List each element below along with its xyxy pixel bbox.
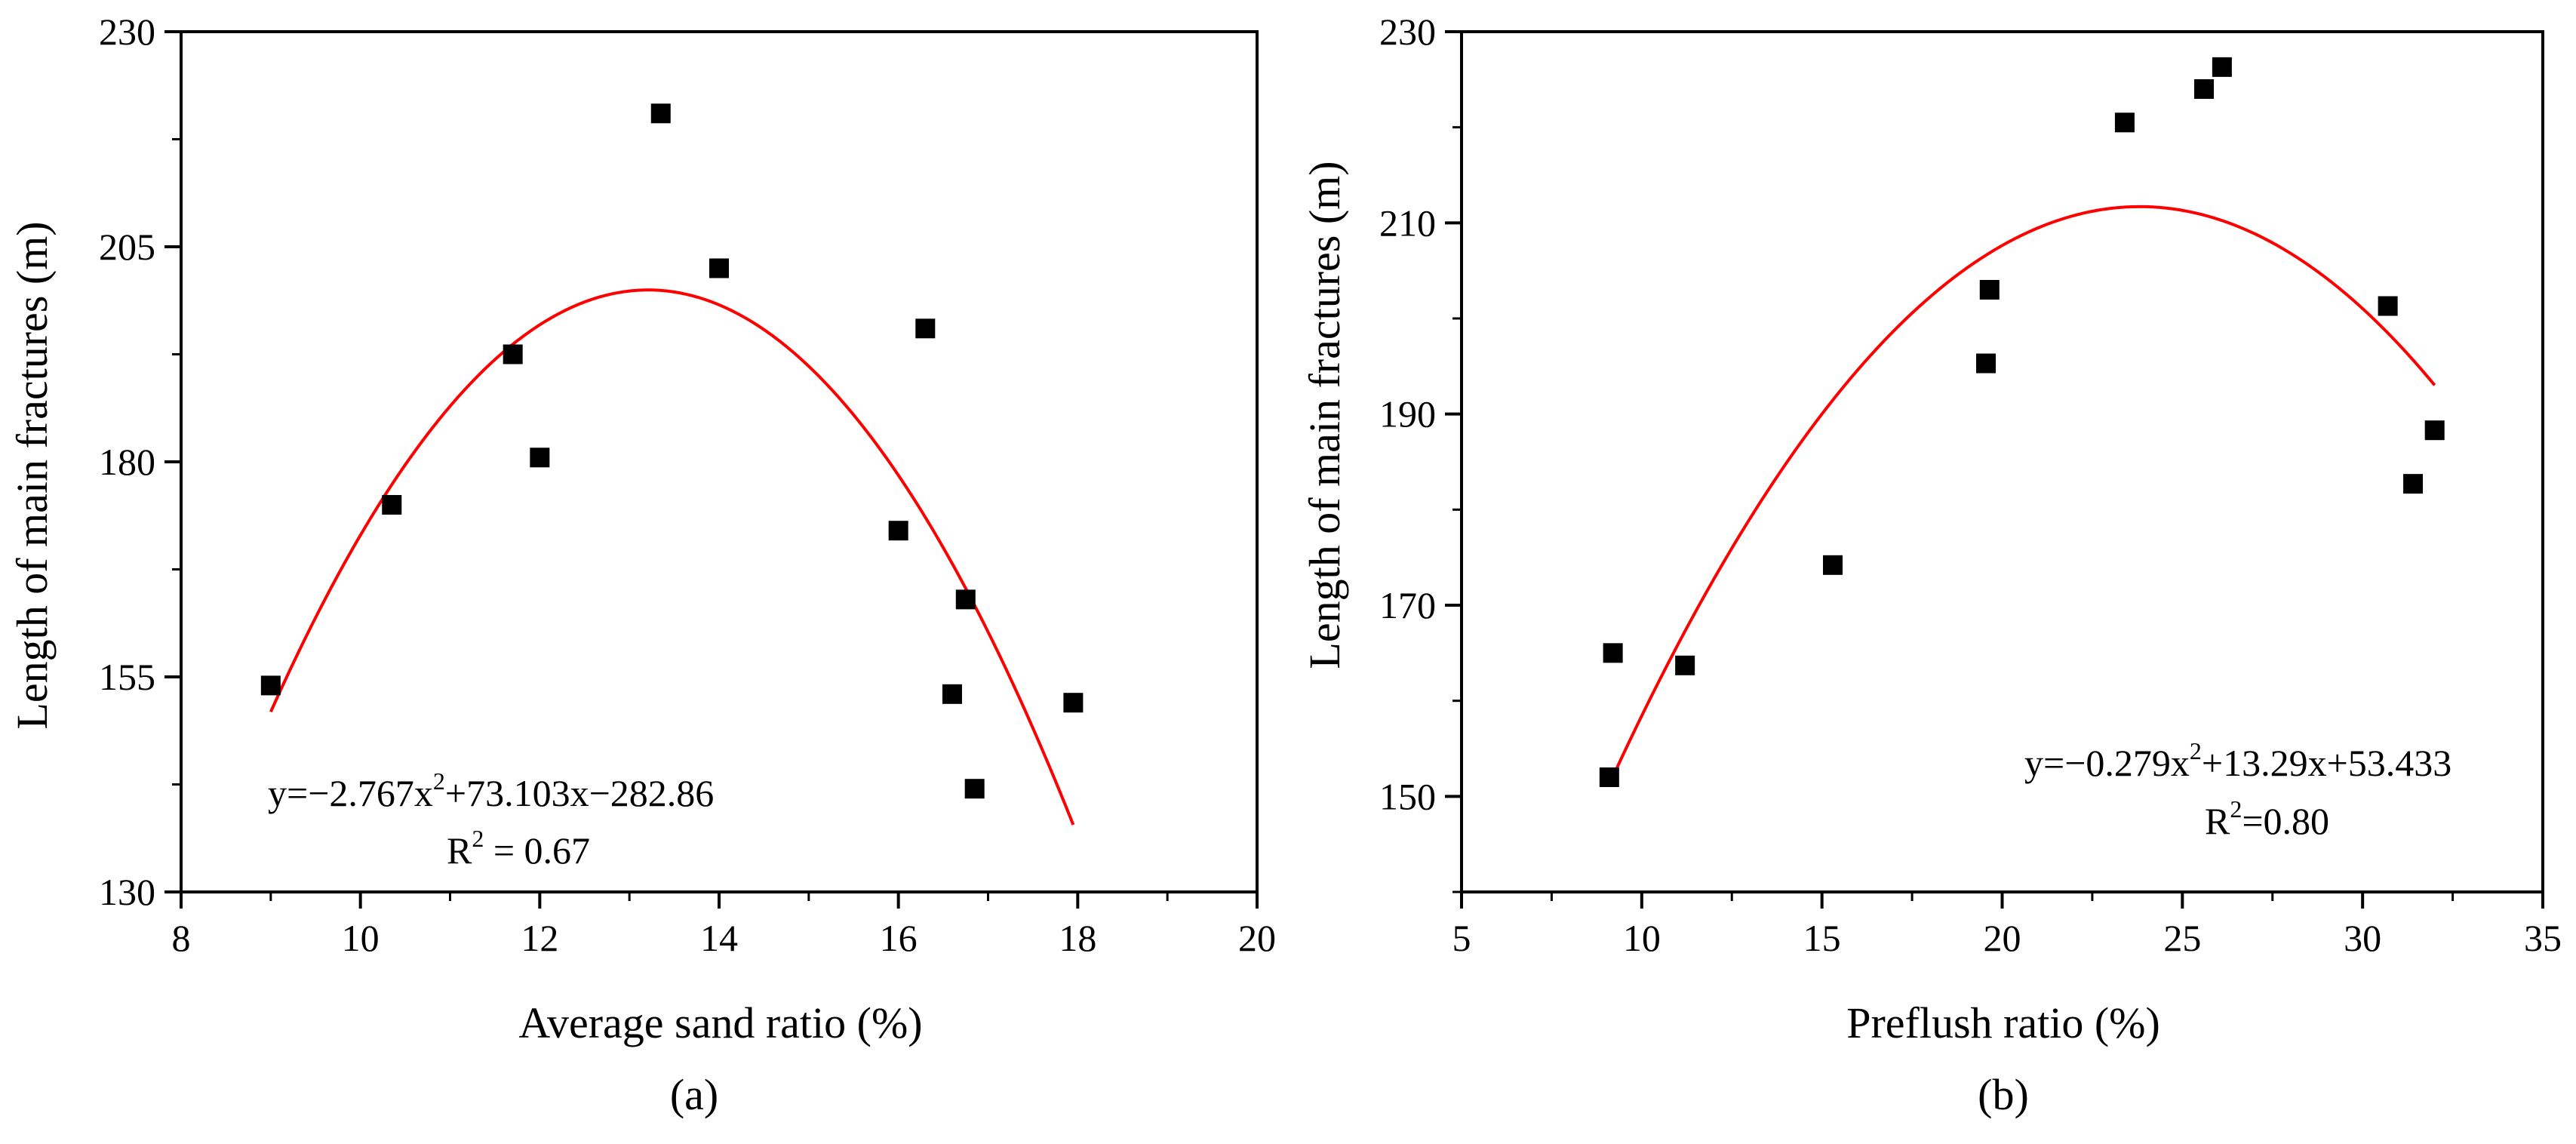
- panel-a-fit-curve: [269, 288, 1075, 826]
- panel-b-label: (b): [1978, 1070, 2029, 1119]
- panel-a-data-point-4: [650, 103, 671, 124]
- panel-b-points: [1599, 57, 2445, 787]
- panel-a-data-point-1: [382, 495, 402, 515]
- panel-a-y-tick-label-3: 205: [99, 226, 155, 268]
- panel-a-data-point-0: [260, 675, 281, 696]
- panel-a-data-point-3: [530, 447, 550, 468]
- panel-b-y-tick-label-1: 170: [1379, 584, 1436, 626]
- panel-b-x-tick-label-6: 35: [2524, 917, 2562, 959]
- panel-a-x-tick-label-1: 10: [342, 917, 380, 959]
- panel-a-data-point-6: [888, 521, 908, 541]
- panel-b-r-squared: R2=0.80: [2205, 795, 2329, 842]
- panel-a-x-tick-label-6: 20: [1238, 917, 1276, 959]
- panel-b-y-tick-labels: 150 170 190 210 230: [1379, 11, 1436, 817]
- panel-b-y-tick-label-2: 190: [1379, 393, 1436, 435]
- panel-b-x-tick-label-5: 30: [2344, 917, 2381, 959]
- panel-a-x-tick-label-2: 12: [521, 917, 558, 959]
- panel-b-data-point-10: [2403, 474, 2424, 494]
- panel-a-x-axis-title: Average sand ratio (%): [518, 998, 922, 1047]
- panel-a-y-axis-title: Length of main fractures (m): [8, 221, 57, 729]
- panel-b-data-point-9: [2378, 296, 2398, 316]
- panel-b-data-point-4: [1976, 353, 1997, 374]
- panel-a-label: (a): [670, 1070, 718, 1119]
- panel-a-data-point-8: [942, 684, 962, 704]
- panel-a-y-tick-label-1: 155: [99, 656, 155, 698]
- panel-a-data-point-2: [503, 344, 523, 364]
- panel-a-data-point-11: [1063, 693, 1084, 713]
- panel-b-data-point-5: [1979, 280, 2000, 300]
- panel-a-x-tick-label-5: 18: [1059, 917, 1096, 959]
- panel-b-x-tick-label-2: 15: [1803, 917, 1841, 959]
- panel-b-data-point-7: [2193, 79, 2214, 99]
- panel-a-y-tick-label-2: 180: [99, 441, 155, 483]
- panel-b-data-point-0: [1599, 767, 1619, 787]
- panel-b-y-tick-label-4: 230: [1379, 11, 1436, 53]
- panel-a-data-point-9: [955, 589, 976, 610]
- panel-a-data-point-5: [709, 258, 729, 278]
- panel-a-fit-equation: y=−2.767x2+73.103x−282.86: [268, 767, 714, 814]
- panel-b-y-tick-label-3: 210: [1379, 201, 1436, 244]
- panel-b-data-point-6: [2114, 112, 2135, 133]
- panel-b-x-tick-label-3: 20: [1984, 917, 2021, 959]
- panel-b: 5 10 15 20 25 30 35 150 170 190 210 230 Preflush r…: [1300, 11, 2562, 1119]
- panel-b-x-tick-label-1: 10: [1623, 917, 1661, 959]
- panel-b-x-tick-labels: 5 10 15 20 25 30 35: [1452, 917, 2562, 959]
- panel-a-x-tick-label-4: 16: [880, 917, 918, 959]
- panel-a-data-point-7: [915, 318, 936, 339]
- panel-b-y-tick-label-0: 150: [1379, 775, 1436, 817]
- panel-a-x-tick-labels: 8 10 12 14 16 18 20: [172, 917, 1277, 959]
- panel-a-y-tick-label-4: 230: [99, 11, 155, 53]
- panel-a-x-tick-label-3: 14: [700, 917, 738, 959]
- panel-b-data-point-3: [1822, 555, 1843, 575]
- panel-a-y-tick-labels: 130 155 180 205 230: [99, 11, 155, 913]
- panel-b-x-tick-label-0: 5: [1452, 917, 1471, 959]
- panel-a: 8 10 12 14 16 18 20 130 155 180 205 230 Average sa…: [8, 11, 1276, 1119]
- panel-b-x-axis-title: Preflush ratio (%): [1846, 998, 2160, 1047]
- panel-b-data-point-2: [1675, 655, 1695, 675]
- panel-a-frame: [180, 30, 1259, 893]
- panel-a-r-squared: R2 = 0.67: [447, 825, 590, 872]
- panel-a-points: [260, 103, 1084, 799]
- panel-b-data-point-11: [2424, 420, 2445, 441]
- panel-b-data-point-8: [2212, 57, 2232, 77]
- panel-b-x-tick-label-4: 25: [2163, 917, 2201, 959]
- panel-a-x-tick-label-0: 8: [172, 917, 191, 959]
- panel-b-frame: [1460, 30, 2544, 893]
- panel-b-fit-equation: y=−0.279x2+13.29x+53.433: [2024, 737, 2452, 784]
- panel-b-data-point-1: [1603, 643, 1623, 663]
- panel-a-y-tick-label-0: 130: [99, 871, 155, 913]
- panel-a-data-point-10: [964, 779, 985, 799]
- panel-b-fit-curve: [1608, 205, 2436, 786]
- panel-b-y-axis-title: Length of main fractures (m): [1300, 161, 1349, 669]
